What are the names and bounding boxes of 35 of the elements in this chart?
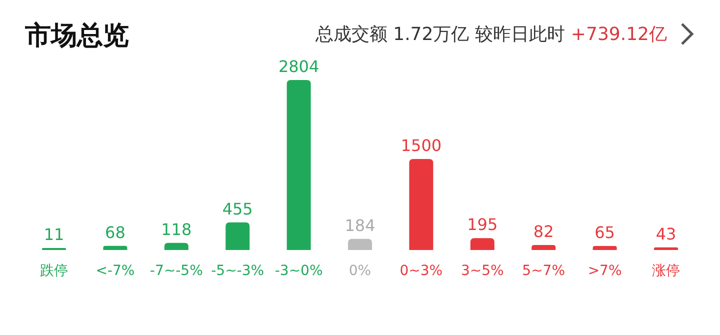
bar [226, 222, 250, 250]
data-label: 2804 [278, 57, 320, 76]
data-label: 68 [105, 222, 126, 242]
bar [470, 238, 494, 250]
data-label: 82 [533, 222, 554, 242]
bar [103, 246, 128, 250]
text: +739.12亿 [570, 24, 667, 45]
bar [654, 247, 678, 250]
data-label: 65 [594, 223, 615, 242]
x-tick-label: -5~-3% [211, 263, 264, 279]
bar [592, 246, 617, 250]
x-tick-label: >7% [588, 263, 622, 279]
x-tick-label: 0~3% [400, 263, 443, 279]
data-label: 1500 [400, 136, 442, 156]
data-label: 195 [467, 215, 498, 234]
x-tick-label: 涨停 [652, 263, 680, 279]
x-tick-label: 跌停 [40, 263, 68, 279]
data-label: 184 [344, 216, 376, 235]
data-label: 43 [656, 224, 676, 244]
data-label: 11 [44, 225, 64, 244]
x-tick-label: 3~5% [460, 263, 504, 279]
data-label: 455 [222, 199, 253, 218]
x-tick-label: 0% [348, 263, 372, 279]
bar [409, 159, 434, 250]
x-tick-label: <-7% [96, 263, 135, 279]
bar [532, 245, 556, 250]
chart-subtitle: 总成交额 1.72万亿 较昨日此时 [314, 24, 565, 45]
data-label: 118 [161, 220, 192, 239]
bar [164, 242, 188, 250]
bar [348, 238, 372, 250]
chart-title: 市场总览 [24, 21, 129, 51]
x-tick-label: -3~0% [274, 263, 323, 279]
x-tick-label: -7~-5% [150, 263, 203, 279]
x-tick-label: 5~7% [522, 263, 566, 279]
bar [286, 80, 311, 250]
